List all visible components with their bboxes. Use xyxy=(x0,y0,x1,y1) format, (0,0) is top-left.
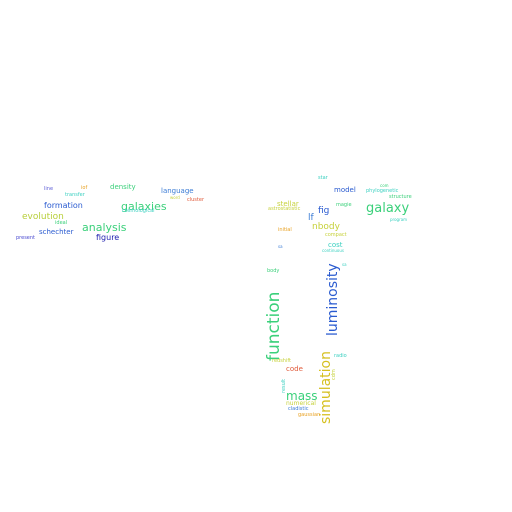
word-schechter: schechter xyxy=(39,228,74,236)
word-word: word xyxy=(170,195,180,200)
word-iof: iof xyxy=(81,185,88,191)
word-cosmological: cosmological xyxy=(122,208,155,214)
word-analysis: analysis xyxy=(82,221,127,234)
word-astrostatistic: astrostatistic xyxy=(268,206,301,212)
word-star: star xyxy=(318,175,328,181)
word-cladistic: cladistic xyxy=(288,406,309,412)
word-stellar: stellar xyxy=(277,200,299,208)
word-mass: mass xyxy=(286,389,318,403)
word-present: present xyxy=(16,235,36,241)
word-cdm: cdm xyxy=(331,369,337,380)
word-galaxies: galaxies xyxy=(121,200,167,213)
word-transfer: transfer xyxy=(65,192,85,198)
word-fig: fig xyxy=(318,206,330,216)
word-continuous: continuous xyxy=(322,248,344,253)
word-numerical: numerical xyxy=(286,400,316,407)
word-nbody: nbody xyxy=(312,222,340,232)
word-initial: initial xyxy=(278,227,292,233)
word-body: body xyxy=(267,268,280,274)
word-model: model xyxy=(334,186,356,194)
word-simulation: simulation xyxy=(318,351,334,424)
word-cluster: cluster xyxy=(187,197,205,203)
word-program: program xyxy=(390,217,408,222)
word-sa: sa xyxy=(278,244,283,249)
word-com: com xyxy=(380,183,389,188)
word-lf: lf xyxy=(308,213,314,223)
word-magie: magie xyxy=(336,202,352,208)
word-sa-2: sa xyxy=(342,262,347,267)
word-gaussian: gaussian xyxy=(298,412,321,418)
word-compact: compact xyxy=(325,232,347,238)
word-language: language xyxy=(161,187,194,195)
word-figure: figure xyxy=(96,233,120,242)
word-radio: radio xyxy=(334,353,347,359)
word-structure: structure xyxy=(389,194,412,200)
word-code: code xyxy=(286,365,303,373)
word-evolution: evolution xyxy=(22,212,64,222)
word-formation: formation xyxy=(44,201,83,210)
word-function: function xyxy=(264,291,284,361)
word-line: line xyxy=(44,186,54,192)
word-redshift: redshift xyxy=(272,358,291,364)
word-luminosity: luminosity xyxy=(325,263,341,336)
word-ideal: ideal xyxy=(55,220,68,226)
word-density: density xyxy=(110,183,136,191)
word-cost: cost xyxy=(328,241,343,249)
word-phylogenetic: phylogenetic xyxy=(366,188,399,194)
word-galaxy: galaxy xyxy=(366,201,410,216)
